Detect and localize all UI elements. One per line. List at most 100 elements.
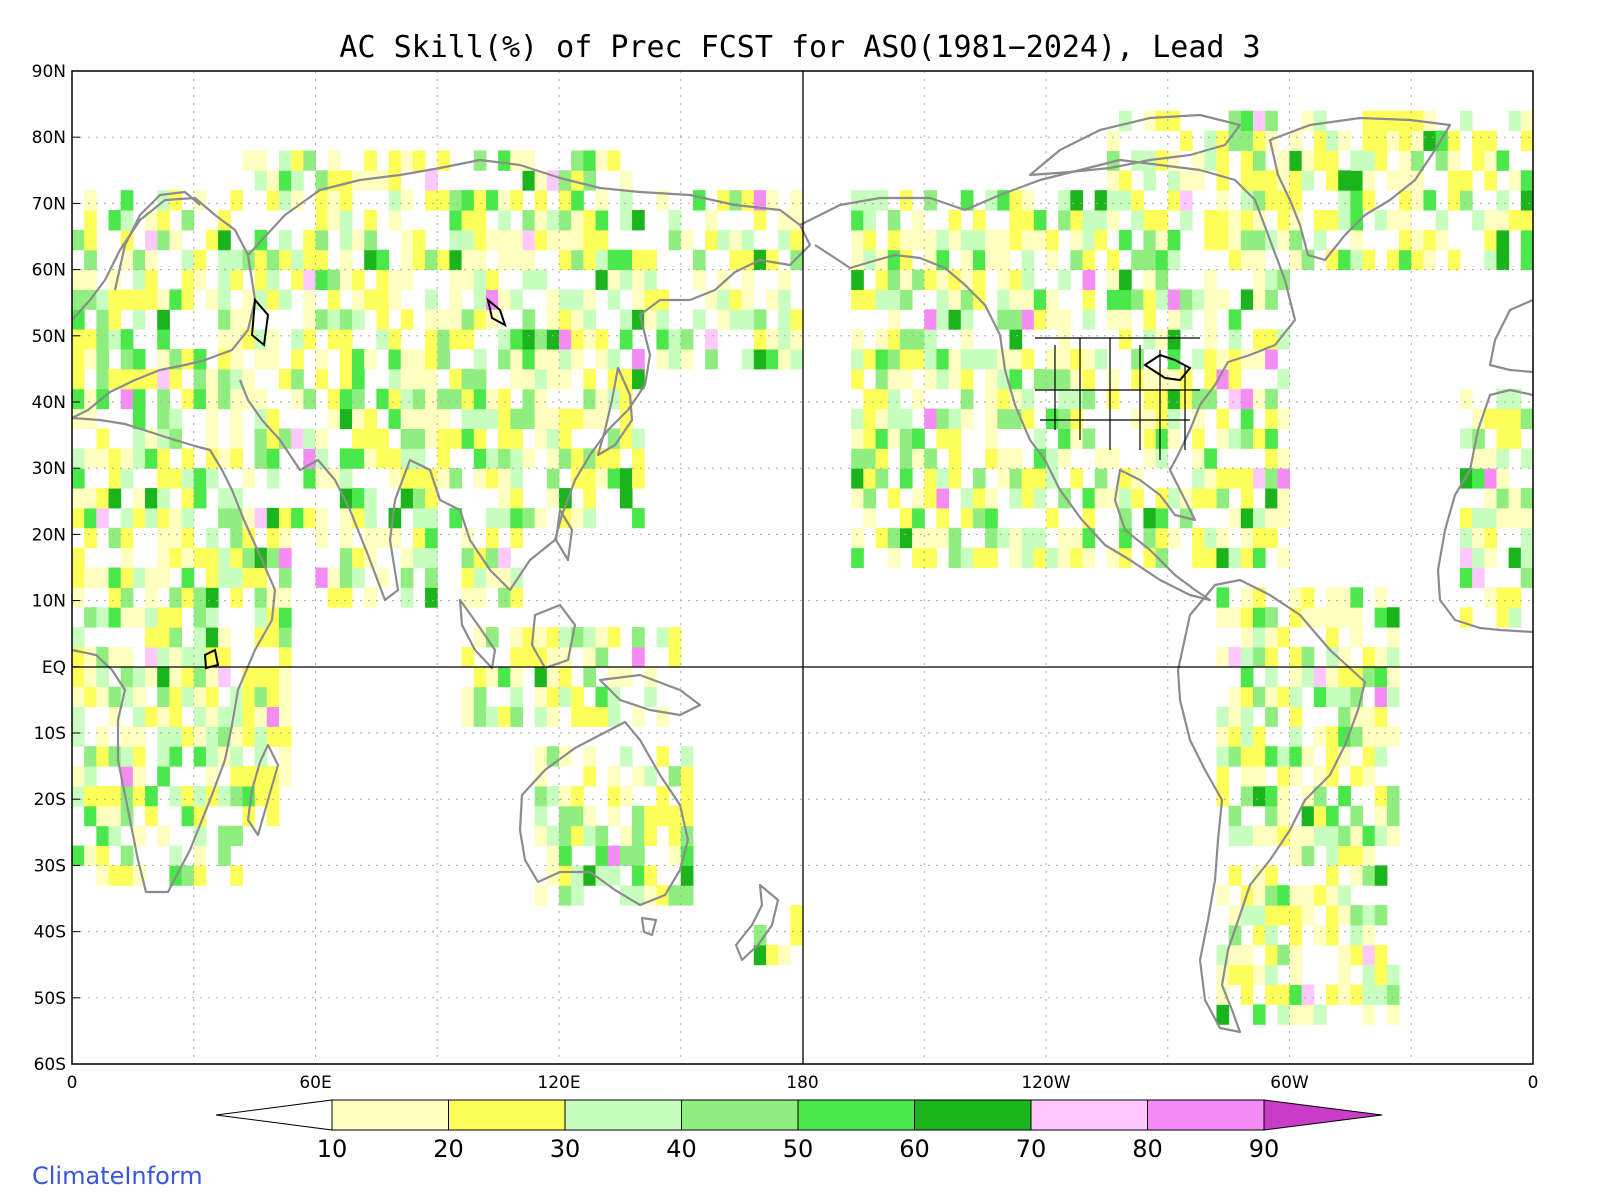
skill-cell	[461, 428, 475, 449]
skill-cell	[583, 666, 597, 688]
skill-cell	[546, 666, 560, 688]
skill-cell	[607, 150, 621, 171]
skill-cell	[1301, 805, 1315, 827]
skill-cell	[1338, 984, 1351, 1005]
skill-cell	[1313, 726, 1327, 747]
colorbar-label: 70	[1016, 1135, 1047, 1163]
skill-cell	[972, 229, 986, 251]
lon-tick-label: 0	[1528, 1073, 1539, 1093]
skill-cell	[157, 309, 170, 330]
skill-cell	[1313, 686, 1327, 708]
skill-cell	[461, 269, 475, 290]
skill-cell	[339, 388, 353, 410]
skill-cell	[1326, 726, 1339, 747]
skill-cell	[108, 468, 122, 489]
skill-cell	[1265, 428, 1278, 449]
skill-cell	[632, 210, 645, 231]
skill-cell	[668, 627, 682, 648]
skill-cell	[936, 428, 950, 449]
skill-cell	[595, 329, 609, 350]
skill-cell	[108, 527, 122, 549]
skill-cell	[242, 766, 256, 787]
skill-cell	[1192, 349, 1205, 370]
skill-cell	[193, 805, 207, 827]
skill-cell	[1508, 210, 1522, 231]
skill-cell	[461, 368, 475, 390]
skill-cell	[425, 547, 438, 568]
lat-tick-label: 60S	[34, 1055, 66, 1075]
skill-cell	[132, 507, 146, 529]
skill-cell	[1252, 1004, 1266, 1025]
skill-cell	[230, 349, 243, 370]
skill-cell	[400, 309, 414, 330]
skill-cell	[668, 885, 682, 906]
skill-cell	[72, 448, 85, 469]
skill-cell	[218, 269, 231, 290]
skill-cell	[1240, 785, 1254, 807]
skill-cell	[1520, 190, 1534, 211]
skill-cell	[364, 349, 377, 370]
skill-cell	[1313, 924, 1327, 946]
skill-cell	[1289, 706, 1303, 727]
skill-cell	[1399, 249, 1412, 271]
skill-cell	[400, 547, 414, 568]
lat-tick-label: 10S	[34, 724, 66, 744]
skill-cell	[72, 567, 85, 588]
skill-cell	[595, 706, 609, 727]
skill-cell	[485, 388, 499, 410]
skill-cell	[559, 309, 572, 330]
skill-cell	[997, 468, 1010, 489]
skill-cell	[169, 785, 183, 807]
skill-cell	[278, 150, 292, 171]
skill-cell	[1484, 448, 1497, 469]
skill-cell	[425, 488, 438, 509]
skill-cell	[145, 627, 158, 648]
skill-cell	[485, 666, 499, 688]
skill-cell	[778, 329, 791, 350]
skill-cell	[717, 229, 730, 251]
skill-cell	[546, 289, 560, 310]
skill-cell	[595, 845, 609, 866]
skill-cell	[1143, 309, 1157, 330]
skill-cell	[1082, 527, 1096, 549]
skill-cell	[1119, 269, 1132, 290]
skill-cell	[278, 229, 292, 251]
skill-cell	[899, 289, 913, 310]
skill-cell	[510, 527, 523, 549]
skill-cell	[534, 885, 548, 906]
skill-cell	[230, 766, 243, 787]
skill-cell	[254, 666, 268, 688]
skill-cell	[412, 150, 426, 171]
skill-cell	[559, 349, 572, 370]
skill-cell	[145, 607, 158, 628]
skill-cell	[84, 607, 97, 628]
skill-cell	[1070, 388, 1084, 410]
skill-cell	[1447, 130, 1461, 151]
skill-cell	[157, 607, 170, 628]
skill-cell	[1131, 368, 1144, 390]
skill-cell	[193, 746, 207, 767]
skill-cell	[619, 885, 633, 906]
skill-cell	[218, 329, 231, 350]
skill-cell	[632, 269, 645, 290]
skill-cell	[899, 269, 913, 290]
skill-cell	[1374, 865, 1388, 886]
skill-cell	[1265, 746, 1278, 767]
skill-cell	[1374, 726, 1388, 747]
skill-cell	[1082, 249, 1096, 271]
skill-cell	[412, 527, 426, 549]
skill-cell	[985, 368, 998, 390]
skill-cell	[205, 607, 219, 628]
skill-cell	[84, 527, 97, 549]
skill-cell	[193, 666, 207, 688]
skill-cell	[485, 190, 499, 211]
skill-cell	[120, 587, 134, 608]
skill-cell	[473, 567, 487, 588]
skill-cell	[145, 229, 158, 251]
skill-cell	[254, 726, 268, 747]
skill-cell	[145, 567, 158, 588]
skill-cell	[1496, 587, 1510, 608]
skill-cell	[1216, 646, 1230, 668]
skill-cell	[1435, 210, 1449, 231]
skill-cell	[96, 805, 110, 827]
